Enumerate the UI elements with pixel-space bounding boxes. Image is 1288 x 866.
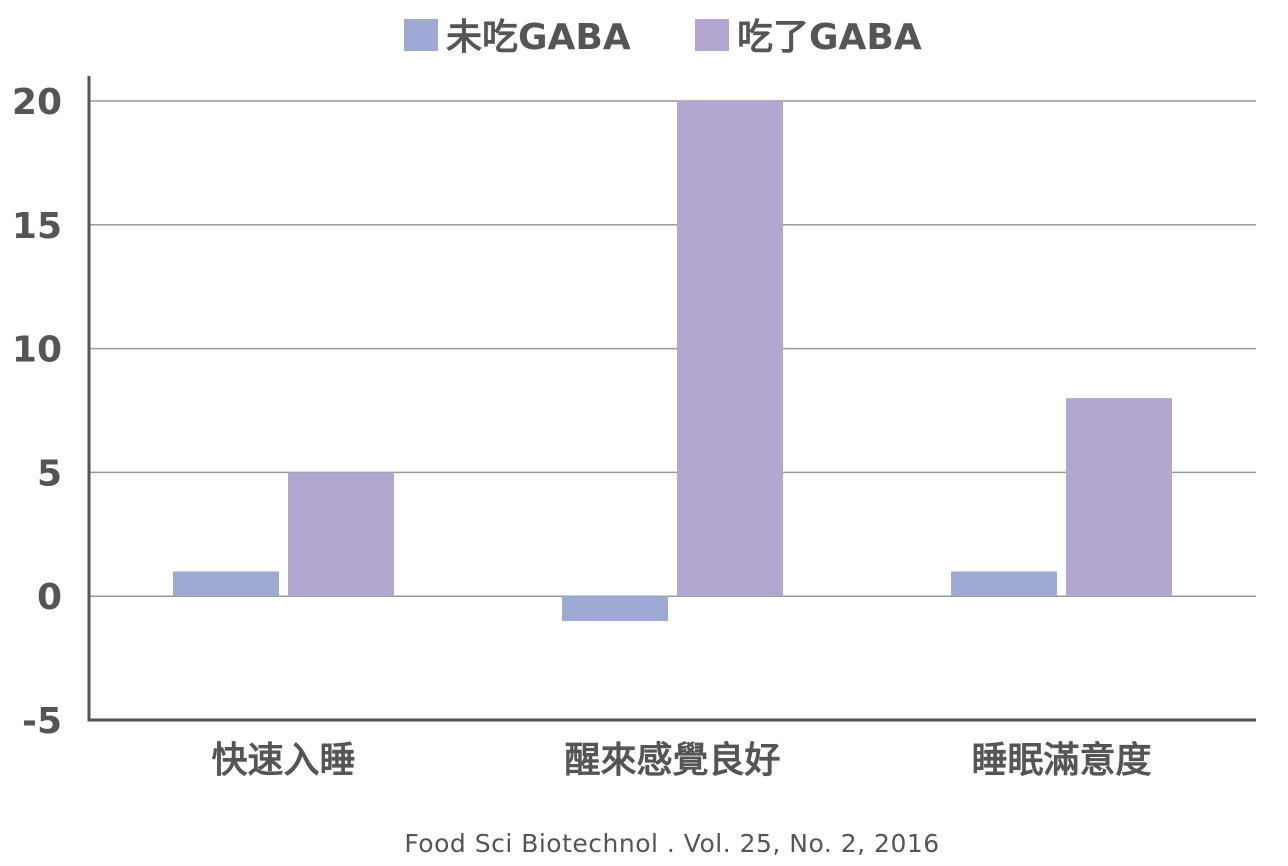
category-label: 醒來感覺良好 bbox=[564, 740, 780, 781]
y-tick-label: 10 bbox=[12, 330, 62, 371]
category-labels: 快速入睡 醒來感覺良好 睡眠滿意度 bbox=[211, 740, 1151, 781]
bar bbox=[288, 472, 394, 597]
source-note: Food Sci Biotechnol . Vol. 25, No. 2, 20… bbox=[404, 829, 939, 858]
y-tick-label: 0 bbox=[37, 577, 62, 618]
bar bbox=[173, 571, 279, 597]
legend-label: 未吃GABA bbox=[446, 17, 631, 58]
category-label: 快速入睡 bbox=[211, 740, 355, 781]
bar bbox=[562, 596, 668, 621]
y-tick-label: 5 bbox=[37, 453, 62, 494]
bars bbox=[173, 101, 1172, 621]
y-tick-label: 20 bbox=[12, 82, 62, 123]
bar bbox=[1066, 398, 1172, 597]
legend-swatch bbox=[404, 19, 438, 51]
y-tick-labels: -5 0 5 10 15 20 bbox=[12, 82, 62, 742]
gridlines bbox=[89, 100, 1256, 597]
bar bbox=[951, 571, 1057, 597]
legend: 未吃GABA 吃了GABA bbox=[404, 17, 922, 58]
axes bbox=[87, 76, 1256, 722]
y-tick-label: -5 bbox=[22, 701, 62, 742]
category-label: 睡眠滿意度 bbox=[971, 740, 1151, 781]
bar bbox=[677, 101, 783, 597]
y-tick-label: 15 bbox=[12, 206, 62, 247]
legend-swatch bbox=[695, 19, 729, 51]
legend-label: 吃了GABA bbox=[737, 17, 922, 58]
